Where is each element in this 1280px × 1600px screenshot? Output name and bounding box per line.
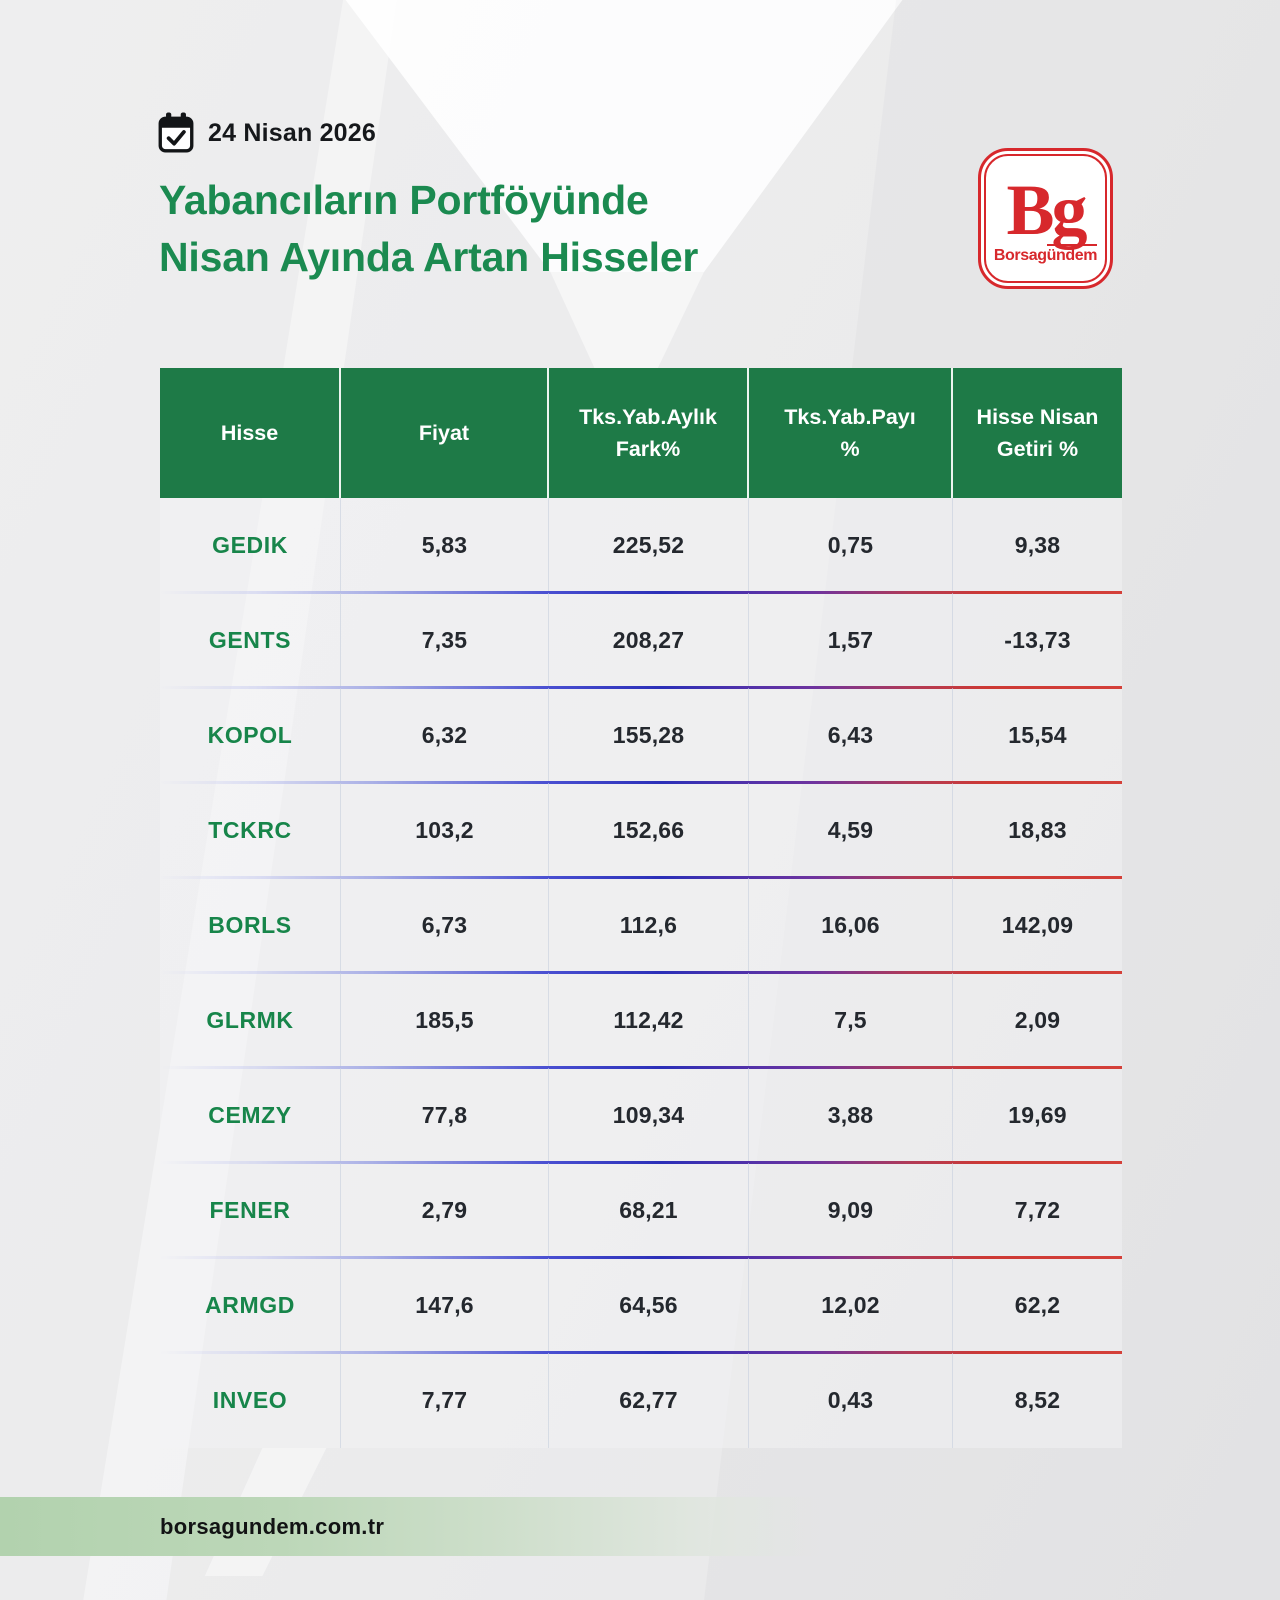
table-row: INVEO 7,77 62,77 0,43 8,52 xyxy=(160,1353,1122,1448)
calendar-check-icon xyxy=(158,112,194,154)
value-cell: 4,59 xyxy=(749,783,953,878)
ticker-cell: FENER xyxy=(160,1163,341,1258)
value-cell: 112,6 xyxy=(549,878,749,973)
column-header-line: Getiri % xyxy=(996,437,1079,461)
column-header-line: Hisse xyxy=(220,421,279,445)
value-cell: 19,69 xyxy=(1008,1102,1067,1128)
value-cell: -13,73 xyxy=(1004,627,1071,653)
ticker-cell: INVEO xyxy=(160,1353,341,1448)
column-header: Fiyat xyxy=(341,368,549,498)
value-cell: 103,2 xyxy=(341,783,549,878)
date-row: 24 Nisan 2026 xyxy=(158,112,376,154)
value-cell: 62,77 xyxy=(549,1353,749,1448)
page-title: Yabancıların Portföyünde Nisan Ayında Ar… xyxy=(159,172,698,286)
value-cell: 142,09 xyxy=(1001,912,1074,938)
logo-monogram: Bg xyxy=(1006,169,1087,250)
value-cell: 9,09 xyxy=(749,1163,953,1258)
table-row: GENTS 7,35 208,27 1,57 -13,73 xyxy=(160,593,1122,689)
value-cell: 18,83 xyxy=(1008,817,1067,843)
value-cell: 5,83 xyxy=(341,498,549,593)
value-cell: 6,32 xyxy=(341,688,549,783)
ticker-cell: ARMGD xyxy=(160,1258,341,1353)
footer-band: borsagundem.com.tr xyxy=(0,1497,1280,1556)
logo-brand-overline: ündem xyxy=(1046,243,1097,264)
table-header-row: Hisse Fiyat Tks.Yab.Aylık Fark% Tks.Yab.Payı… xyxy=(160,368,1122,498)
value-cell: 2,79 xyxy=(341,1163,549,1258)
value-cell: 9,38 xyxy=(1014,532,1061,558)
table-body: GEDIK 5,83 225,52 0,75 9,38 GENTS 7,35 208,27 1,… xyxy=(160,498,1122,1448)
value-cell: 68,21 xyxy=(549,1163,749,1258)
title-line-2: Nisan Ayında Artan Hisseler xyxy=(159,234,699,280)
column-header: Tks.Yab.Aylık Fark% xyxy=(549,368,749,498)
value-cell: 225,52 xyxy=(549,498,749,593)
date-label: 24 Nisan 2026 xyxy=(208,118,376,147)
column-header-line: Tks.Yab.Payı xyxy=(784,405,916,429)
website-url: borsagundem.com.tr xyxy=(160,1513,385,1539)
logo-brand-name: Borsagündem xyxy=(993,243,1097,265)
value-cell: 64,56 xyxy=(549,1258,749,1353)
value-cell: 6,73 xyxy=(341,878,549,973)
value-cell: 208,27 xyxy=(549,593,749,688)
ticker-cell: GLRMK xyxy=(160,973,341,1068)
value-cell: 7,72 xyxy=(1014,1197,1061,1223)
value-cell: 3,88 xyxy=(749,1068,953,1163)
value-cell: 7,5 xyxy=(749,973,953,1068)
column-header: Tks.Yab.Payı% xyxy=(749,368,953,498)
table-row: FENER 2,79 68,21 9,09 7,72 xyxy=(160,1163,1122,1259)
ticker-cell: TCKRC xyxy=(160,783,341,878)
value-cell: 1,57 xyxy=(749,593,953,688)
value-cell: 185,5 xyxy=(341,973,549,1068)
value-cell: 2,09 xyxy=(1014,1007,1061,1033)
column-header-line: Fark% xyxy=(615,437,681,461)
value-cell: 147,6 xyxy=(341,1258,549,1353)
column-header-line: % xyxy=(840,437,860,461)
value-cell: 155,28 xyxy=(549,688,749,783)
ticker-cell: BORLS xyxy=(160,878,341,973)
value-cell: 15,54 xyxy=(1008,722,1067,748)
column-header: Hisse xyxy=(160,368,341,498)
value-cell: 8,52 xyxy=(1014,1387,1061,1413)
ticker-cell: GENTS xyxy=(160,593,341,688)
title-line-1: Yabancıların Portföyünde xyxy=(159,177,649,223)
table-row: KOPOL 6,32 155,28 6,43 15,54 xyxy=(160,688,1122,784)
table-row: TCKRC 103,2 152,66 4,59 18,83 xyxy=(160,783,1122,879)
value-cell: 112,42 xyxy=(549,973,749,1068)
value-cell: 109,34 xyxy=(549,1068,749,1163)
ticker-cell: KOPOL xyxy=(160,688,341,783)
value-cell: 152,66 xyxy=(549,783,749,878)
value-cell: 7,35 xyxy=(341,593,549,688)
table-row: CEMZY 77,8 109,34 3,88 19,69 xyxy=(160,1068,1122,1164)
table-row: BORLS 6,73 112,6 16,06 142,09 xyxy=(160,878,1122,974)
value-cell: 16,06 xyxy=(749,878,953,973)
borsagundem-logo: Bg Borsagündem xyxy=(978,148,1113,289)
logo-brand-prefix: Borsag xyxy=(993,246,1047,264)
value-cell: 6,43 xyxy=(749,688,953,783)
table-row: ARMGD 147,6 64,56 12,02 62,2 xyxy=(160,1258,1122,1354)
column-header-line: Tks.Yab.Aylık xyxy=(579,405,717,429)
value-cell: 77,8 xyxy=(341,1068,549,1163)
table-row: GEDIK 5,83 225,52 0,75 9,38 xyxy=(160,498,1122,594)
ticker-cell: GEDIK xyxy=(160,498,341,593)
value-cell: 62,2 xyxy=(1014,1292,1061,1318)
value-cell: 0,43 xyxy=(749,1353,953,1448)
ticker-cell: CEMZY xyxy=(160,1068,341,1163)
table-row: GLRMK 185,5 112,42 7,5 2,09 xyxy=(160,973,1122,1069)
stocks-table: Hisse Fiyat Tks.Yab.Aylık Fark% Tks.Yab.Payı… xyxy=(160,368,1122,1448)
column-header-line: Fiyat xyxy=(418,421,470,445)
column-header-line: Hisse Nisan xyxy=(976,405,1099,429)
value-cell: 0,75 xyxy=(749,498,953,593)
value-cell: 12,02 xyxy=(749,1258,953,1353)
column-header: Hisse Nisan Getiri % xyxy=(953,368,1122,498)
value-cell: 7,77 xyxy=(341,1353,549,1448)
